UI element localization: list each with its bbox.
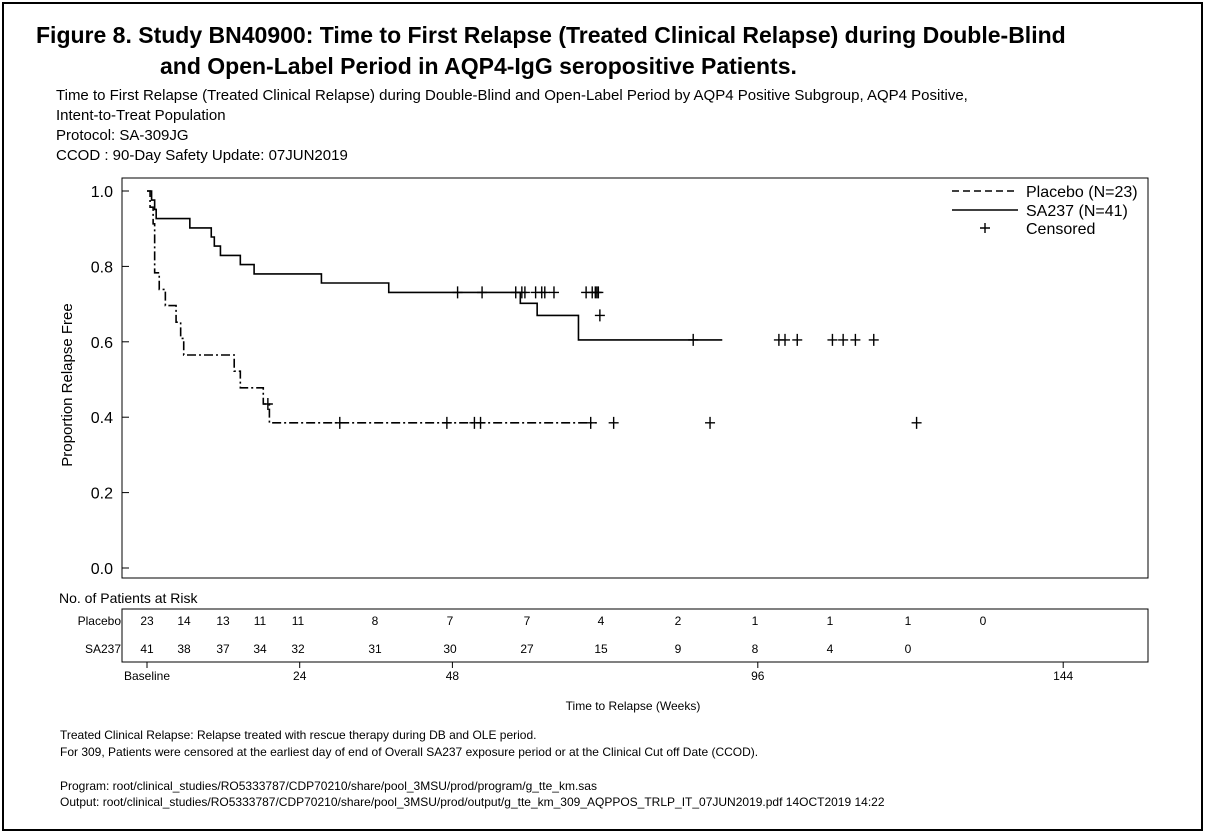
- sa237-censor-mark: [519, 286, 530, 299]
- risk-count: 4: [827, 642, 834, 656]
- figure-subtitle: Time to First Relapse (Treated Clinical …: [56, 86, 1166, 166]
- placebo-censor-mark: [911, 416, 922, 429]
- figure-title: Figure 8. Study BN40900: Time to First R…: [36, 20, 1186, 82]
- risk-count: 8: [752, 642, 759, 656]
- y-tick-label: 1.0: [91, 184, 113, 201]
- y-tick-label: 0.4: [91, 410, 113, 427]
- risk-count: 23: [140, 614, 154, 628]
- risk-count: 4: [598, 614, 605, 628]
- placebo-curve: [147, 190, 597, 424]
- risk-count: 37: [216, 642, 230, 656]
- placebo-censor-mark: [705, 416, 716, 429]
- x-tick-label: 48: [446, 669, 460, 683]
- sa237-censor-mark: [594, 309, 605, 322]
- risk-count: 7: [524, 614, 531, 628]
- km-curves: [147, 190, 723, 424]
- placebo-censor-mark: [262, 398, 273, 411]
- risk-count: 13: [216, 614, 230, 628]
- plot-area: [121, 177, 1149, 579]
- x-tick-label: Baseline: [124, 669, 170, 683]
- y-tick-label: 0.8: [91, 259, 113, 276]
- risk-count: 15: [594, 642, 608, 656]
- risk-count: 32: [291, 642, 305, 656]
- subtitle-line1: Time to First Relapse (Treated Clinical …: [56, 87, 968, 104]
- y-tick-label: 0.2: [91, 486, 113, 503]
- placebo-censor-mark: [475, 416, 486, 429]
- risk-count: 0: [905, 642, 912, 656]
- sa237-censor-mark: [539, 286, 550, 299]
- risk-table-box: [121, 608, 1149, 663]
- x-tick-label: 144: [1053, 669, 1073, 683]
- risk-count: 41: [140, 642, 154, 656]
- x-tick-label: 24: [293, 669, 307, 683]
- y-axis: 0.0 0.2 0.4 0.6 0.8 1.0: [91, 184, 129, 578]
- risk-count: 1: [752, 614, 759, 628]
- legend-label: Censored: [1026, 221, 1095, 238]
- placebo-censor-mark: [441, 416, 452, 429]
- x-tick-label: 96: [751, 669, 765, 683]
- placebo-censor-mark: [608, 416, 619, 429]
- risk-row-label: SA237: [85, 642, 121, 656]
- risk-count: 34: [253, 642, 267, 656]
- y-tick-label: 0.6: [91, 335, 113, 352]
- sa237-censor-mark: [548, 286, 559, 299]
- x-axis: Baseline244896144192240288: [124, 662, 1074, 683]
- sa237-censor-mark: [827, 333, 838, 346]
- legend-censored-symbol: [980, 223, 990, 233]
- risk-count: 14: [177, 614, 191, 628]
- footnote-program: Program: root/clinical_studies/RO5333787…: [60, 779, 597, 793]
- risk-count: 8: [372, 614, 379, 628]
- x-axis-label: Time to Relapse (Weeks): [566, 699, 701, 713]
- risk-count: 30: [443, 642, 457, 656]
- footnote-definition: Treated Clinical Relapse: Relapse treate…: [60, 728, 537, 742]
- sa237-censor-mark: [477, 286, 488, 299]
- risk-count: 0: [980, 614, 987, 628]
- risk-table-title: No. of Patients at Risk: [59, 590, 199, 606]
- subtitle-ccod: CCOD : 90-Day Safety Update: 07JUN2019: [56, 147, 348, 164]
- censor-marks: [262, 286, 922, 429]
- figure-title-line1: Figure 8. Study BN40900: Time to First R…: [36, 22, 1066, 48]
- risk-count: 1: [827, 614, 834, 628]
- risk-count: 11: [292, 614, 305, 628]
- subtitle-line2: Intent-to-Treat Population: [56, 107, 226, 124]
- placebo-censor-mark: [334, 416, 345, 429]
- sa237-censor-mark: [780, 333, 791, 346]
- sa237-censor-mark: [688, 333, 699, 346]
- risk-count: 38: [177, 642, 191, 656]
- sa237-curve: [147, 190, 723, 341]
- sa237-censor-mark: [452, 286, 463, 299]
- legend: Placebo (N=23) SA237 (N=41)Censored: [952, 184, 1138, 238]
- legend-label: Placebo (N=23): [1026, 184, 1138, 201]
- y-tick-label: 0.0: [91, 561, 113, 578]
- risk-count: 11: [254, 614, 267, 628]
- y-axis-label: Proportion Relapse Free: [59, 303, 76, 466]
- footnote-output: Output: root/clinical_studies/RO5333787/…: [60, 795, 885, 809]
- sa237-censor-mark: [850, 333, 861, 346]
- risk-count: 2: [675, 614, 682, 628]
- figure-title-line2: and Open-Label Period in AQP4-IgG seropo…: [160, 53, 797, 79]
- footnote-censoring: For 309, Patients were censored at the e…: [60, 745, 759, 759]
- risk-count: 7: [447, 614, 454, 628]
- sa237-censor-mark: [593, 286, 604, 299]
- legend-label: SA237 (N=41): [1026, 203, 1128, 220]
- risk-count: 27: [520, 642, 534, 656]
- risk-count: 31: [368, 642, 382, 656]
- sa237-censor-mark: [792, 333, 803, 346]
- sa237-censor-mark: [868, 333, 879, 346]
- subtitle-protocol: Protocol: SA-309JG: [56, 127, 189, 144]
- risk-row-label: Placebo: [78, 614, 122, 628]
- sa237-censor-mark: [838, 333, 849, 346]
- risk-count: 9: [675, 642, 682, 656]
- placebo-censor-mark: [585, 416, 596, 429]
- risk-count: 1: [905, 614, 912, 628]
